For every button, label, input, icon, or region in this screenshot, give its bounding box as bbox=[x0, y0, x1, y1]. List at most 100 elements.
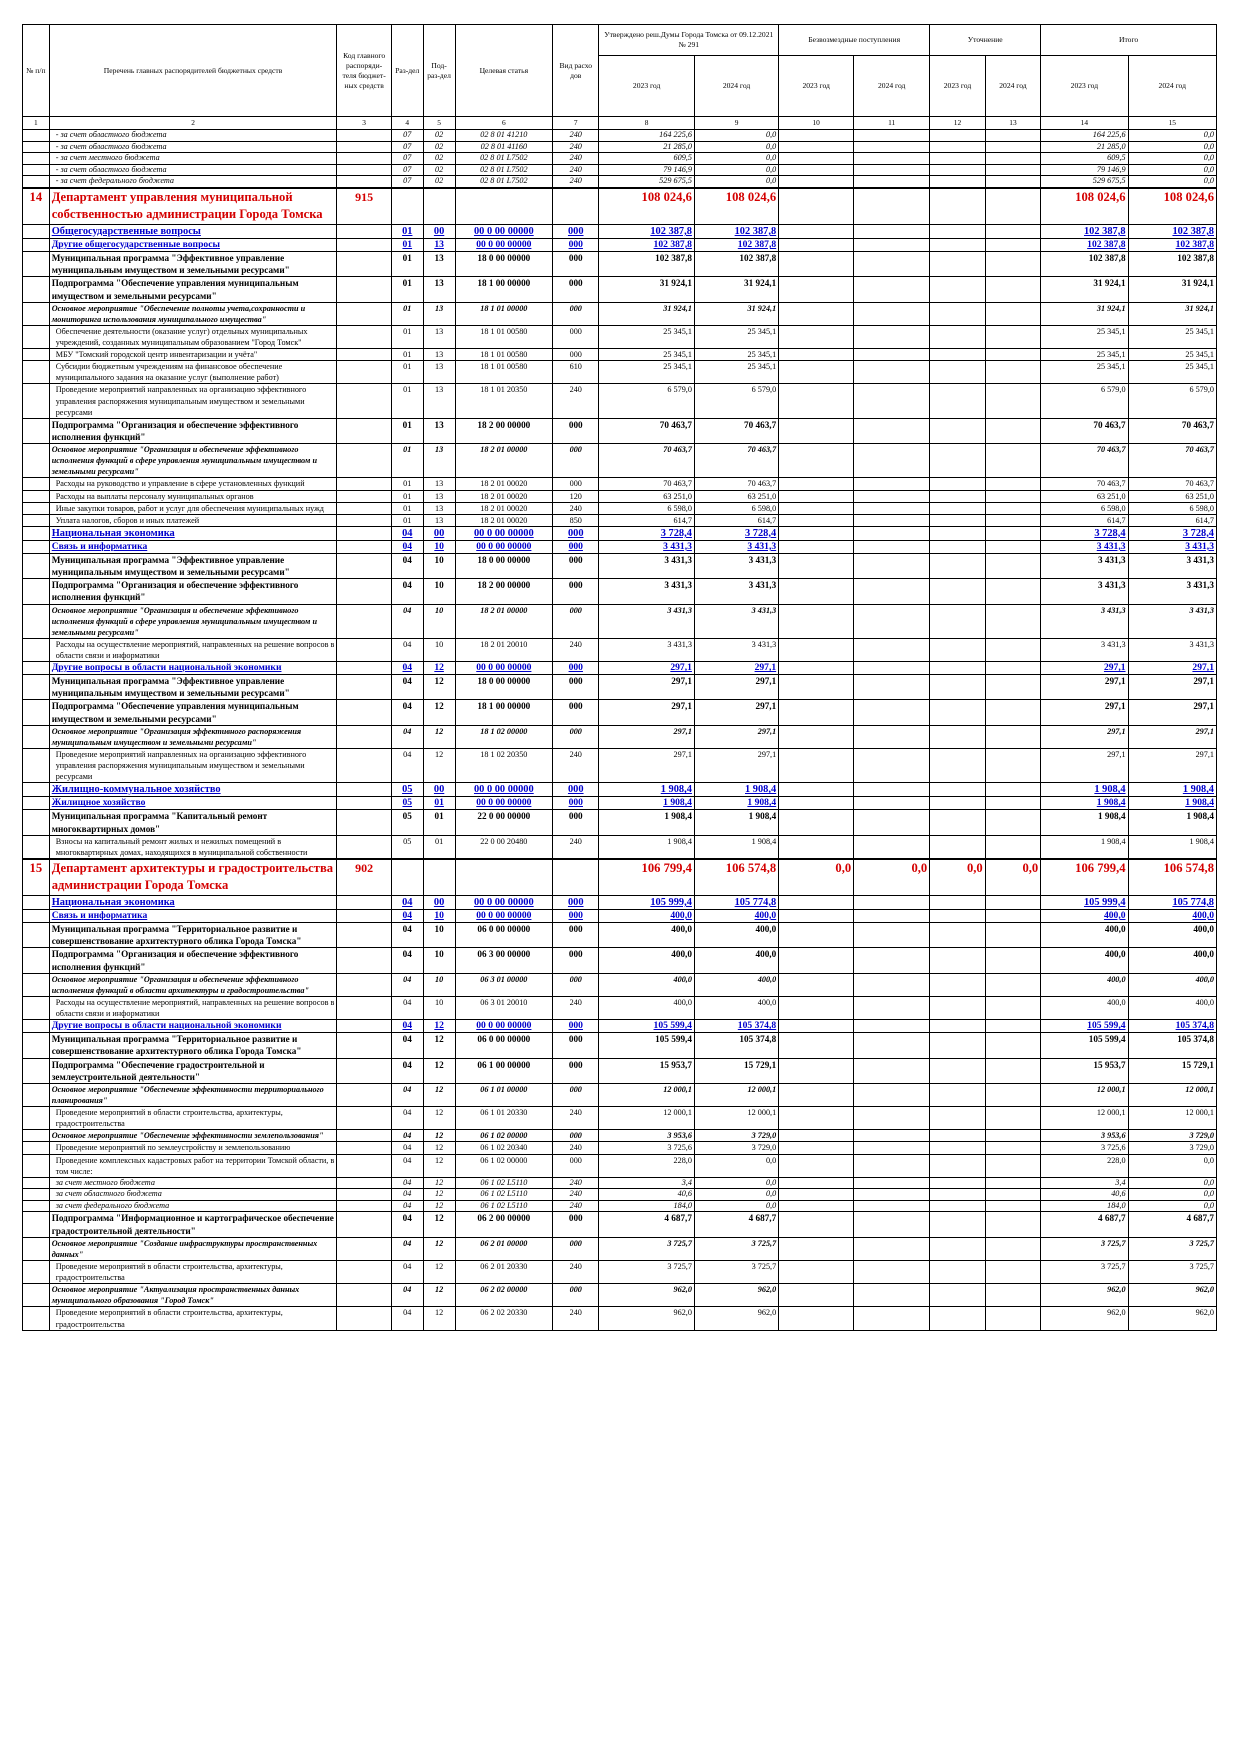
razdel-cell: 01 bbox=[390, 417, 424, 445]
refinement-2023-cell bbox=[929, 1153, 986, 1178]
total-2024-cell: 4 687,7 bbox=[1127, 1211, 1218, 1238]
budget-row: Расходы на руководство и управление в сф… bbox=[22, 477, 1218, 491]
refinement-2024-cell bbox=[984, 525, 1042, 541]
target-article-cell: 18 2 01 00020 bbox=[454, 477, 554, 491]
grbs-code-cell bbox=[336, 129, 392, 142]
row-name-cell: Другие общегосударственные вопросы bbox=[48, 237, 338, 252]
column-number: 8 bbox=[598, 116, 695, 130]
budget-row: Подпрограмма "Организация и обеспечение … bbox=[22, 417, 1218, 445]
total-2024-cell: 0,0 bbox=[1127, 129, 1218, 142]
refinement-2024-cell bbox=[984, 782, 1042, 798]
approved-2024-cell: 0,0 bbox=[693, 1176, 780, 1190]
column-number: 11 bbox=[853, 116, 931, 130]
refinement-2023-cell bbox=[929, 552, 986, 580]
podrazdel-cell: 10 bbox=[422, 995, 456, 1021]
free-receipts-2023-cell bbox=[778, 894, 855, 910]
total-2023-cell: 102 387,8 bbox=[1040, 223, 1129, 239]
free-receipts-2024-cell bbox=[853, 383, 931, 419]
budget-row: Жилищное хозяйство 05 01 00 0 00 00000 000 1 … bbox=[22, 796, 1218, 811]
target-article-cell: 06 1 02 00000 bbox=[454, 1153, 554, 1178]
total-2023-cell: 25 345,1 bbox=[1040, 348, 1129, 362]
budget-row: за счет местного бюджета 04 12 06 1 02 L511… bbox=[22, 1176, 1218, 1190]
row-number-cell bbox=[22, 129, 50, 142]
approved-2023-cell: 3 725,7 bbox=[598, 1260, 695, 1285]
refinement-2024-cell bbox=[984, 1236, 1042, 1262]
column-number: 2 bbox=[48, 116, 338, 130]
approved-2023-cell: 3 725,6 bbox=[598, 1141, 695, 1155]
refinement-2023-cell bbox=[929, 175, 986, 189]
approved-2023-cell: 400,0 bbox=[598, 947, 695, 974]
total-2023-cell: 106 799,4 bbox=[1040, 857, 1129, 896]
target-article-cell: 18 2 01 20010 bbox=[454, 637, 554, 663]
grbs-code-cell bbox=[336, 525, 392, 541]
budget-row: Другие вопросы в области национальной эк… bbox=[22, 1019, 1218, 1034]
row-name-cell: Расходы на осуществление мероприятий, на… bbox=[48, 637, 338, 663]
total-2023-cell: 15 953,7 bbox=[1040, 1057, 1129, 1084]
refinement-2024-cell bbox=[984, 1176, 1042, 1190]
approved-2023-cell: 6 579,0 bbox=[598, 383, 695, 419]
expense-type-cell: 000 bbox=[552, 237, 600, 252]
budget-row: Муниципальная программа "Территориальное… bbox=[22, 1032, 1218, 1059]
row-name-cell: Основное мероприятие "Обеспечение эффект… bbox=[48, 1082, 338, 1108]
razdel-cell: 01 bbox=[390, 513, 424, 527]
expense-type-cell: 240 bbox=[552, 1141, 600, 1155]
row-name-cell: Обеспечение деятельности (оказание услуг… bbox=[48, 324, 338, 350]
free-receipts-2023-cell bbox=[778, 834, 855, 860]
total-2023-cell: 962,0 bbox=[1040, 1283, 1129, 1308]
total-2023-cell: 184,0 bbox=[1040, 1199, 1129, 1213]
target-article-cell: 06 1 02 00000 bbox=[454, 1129, 554, 1143]
total-2023-cell: 3 953,6 bbox=[1040, 1129, 1129, 1143]
free-receipts-2024-cell bbox=[853, 1211, 931, 1238]
col-header-csr: Целевая статья bbox=[454, 24, 554, 117]
table-body: - за счет областного бюджета 07 02 02 8 01 … bbox=[22, 129, 1218, 1331]
target-article-cell: 18 2 01 00020 bbox=[454, 501, 554, 515]
row-number-cell bbox=[22, 809, 50, 836]
target-article-cell: 22 0 00 20480 bbox=[454, 834, 554, 860]
expense-type-cell: 000 bbox=[552, 348, 600, 362]
total-2023-cell: 400,0 bbox=[1040, 947, 1129, 974]
free-receipts-2024-cell bbox=[853, 1260, 931, 1285]
row-number-cell bbox=[22, 578, 50, 605]
free-receipts-2023-cell bbox=[778, 525, 855, 541]
row-name-cell: Основное мероприятие "Обеспечение полнот… bbox=[48, 301, 338, 326]
total-2023-cell: 102 387,8 bbox=[1040, 250, 1129, 278]
row-number-cell bbox=[22, 383, 50, 419]
approved-2024-cell: 102 387,8 bbox=[693, 250, 780, 278]
total-2024-cell: 25 345,1 bbox=[1127, 348, 1218, 362]
total-2023-cell: 25 345,1 bbox=[1040, 360, 1129, 385]
target-article-cell: 00 0 00 00000 bbox=[454, 525, 554, 541]
podrazdel-cell: 12 bbox=[422, 1176, 456, 1190]
row-name-cell: - за счет федерального бюджета bbox=[48, 175, 338, 189]
podrazdel-cell: 12 bbox=[422, 1188, 456, 1201]
expense-type-cell: 240 bbox=[552, 501, 600, 515]
approved-2023-cell: 400,0 bbox=[598, 908, 695, 923]
approved-2024-cell: 0,0 bbox=[693, 152, 780, 165]
expense-type-cell: 000 bbox=[552, 908, 600, 923]
approved-2024-cell: 0,0 bbox=[693, 1188, 780, 1201]
refinement-2024-cell bbox=[984, 1032, 1042, 1059]
row-number-cell bbox=[22, 1176, 50, 1190]
total-2024-cell: 12 000,1 bbox=[1127, 1082, 1218, 1108]
razdel-cell: 04 bbox=[390, 552, 424, 580]
row-number-cell bbox=[22, 1032, 50, 1059]
approved-2024-cell: 0,0 bbox=[693, 1153, 780, 1178]
budget-table: № п/п Перечень главных распорядителей бю… bbox=[22, 24, 1218, 1331]
free-receipts-2024-cell bbox=[853, 477, 931, 491]
free-receipts-2024-cell: 0,0 bbox=[853, 857, 931, 896]
refinement-2023-cell bbox=[929, 674, 986, 701]
approved-2023-cell: 63 251,0 bbox=[598, 489, 695, 503]
podrazdel-cell: 10 bbox=[422, 578, 456, 605]
free-receipts-2024-cell bbox=[853, 539, 931, 554]
row-number-cell bbox=[22, 1260, 50, 1285]
approved-2023-cell: 3 431,3 bbox=[598, 637, 695, 663]
row-name-cell: Проведение мероприятий в области строите… bbox=[48, 1260, 338, 1285]
podrazdel-cell: 12 bbox=[422, 1082, 456, 1108]
free-receipts-2023-cell bbox=[778, 1283, 855, 1308]
budget-row: Основное мероприятие "Обеспечение эффект… bbox=[22, 1129, 1218, 1143]
free-receipts-2023-cell bbox=[778, 699, 855, 726]
podrazdel-cell: 12 bbox=[422, 1129, 456, 1143]
free-receipts-2023-cell bbox=[778, 501, 855, 515]
podrazdel-cell: 12 bbox=[422, 699, 456, 726]
refinement-2024-cell bbox=[984, 152, 1042, 165]
target-article-cell: 00 0 00 00000 bbox=[454, 1019, 554, 1034]
